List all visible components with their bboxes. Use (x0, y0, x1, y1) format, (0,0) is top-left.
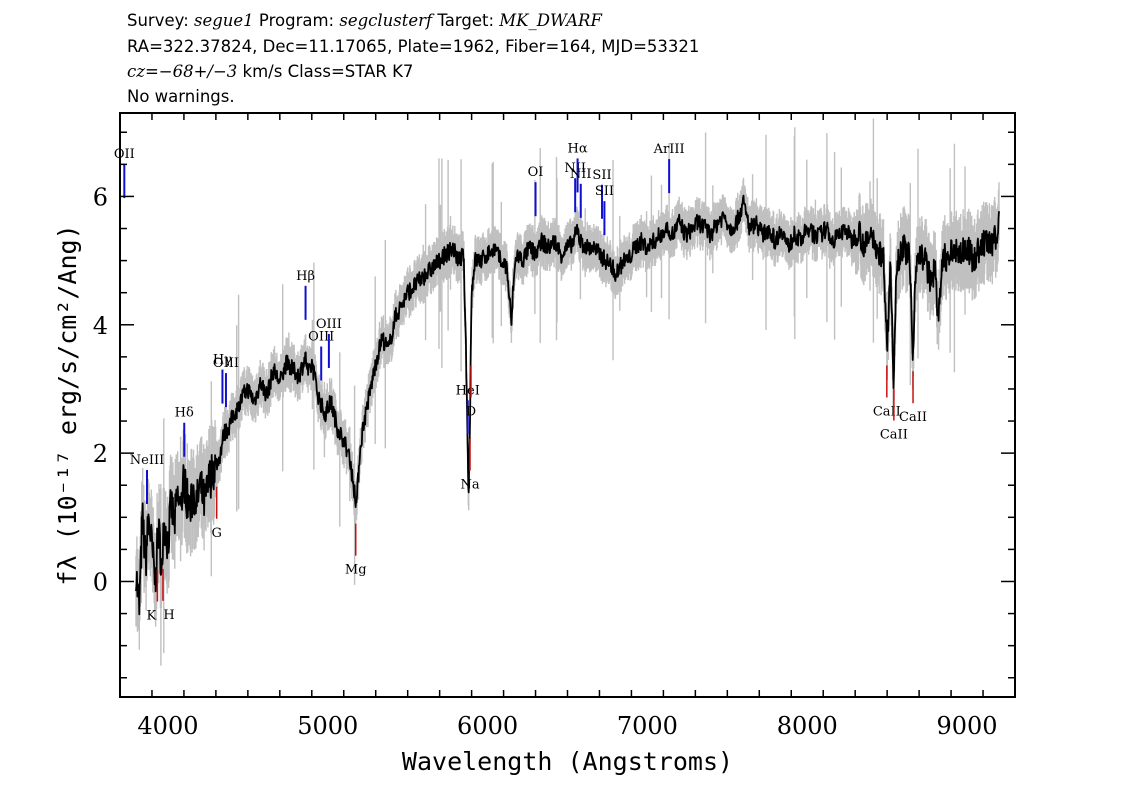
x-tick-label: 7000 (617, 712, 678, 740)
y-tick-label: 6 (93, 183, 108, 211)
emission-line-label: NII (564, 161, 586, 176)
axis-ticks: 4000 5000 6000 7000 8000 9000 0 2 4 6 (93, 113, 1016, 740)
header-line-4: No warnings. (127, 87, 235, 106)
flux-series (135, 194, 1000, 616)
program-value: segclusterf (339, 11, 433, 30)
absorption-line-label: CaII (880, 428, 908, 443)
absorption-line-label: H (163, 608, 174, 623)
x-tick-label: 4000 (137, 712, 198, 740)
emission-line-label: NII (570, 167, 592, 182)
emission-line-label: NeIII (130, 453, 164, 468)
emission-line-label: Hβ (296, 269, 315, 284)
program-label: Program: (253, 11, 340, 30)
emission-line-label: OIII (316, 317, 342, 332)
emission-line-label: SII (595, 184, 614, 199)
emission-line-label: HeI (456, 383, 480, 398)
header-line-3: cz=−68+/−3 km/s Class=STAR K7 (127, 63, 413, 81)
class-text: km/s Class=STAR K7 (237, 62, 414, 81)
emission-line-label: Hα (568, 141, 588, 156)
emission-line-label: Hγ (213, 353, 232, 368)
emission-line-label: OIII (308, 330, 334, 345)
y-tick-label: 4 (93, 312, 108, 340)
header-line-2: RA=322.37824, Dec=11.17065, Plate=1962, … (127, 37, 700, 56)
emission-line-label: Hδ (175, 406, 194, 421)
y-tick-label: 0 (93, 568, 108, 596)
survey-label: Survey: (127, 11, 194, 30)
absorption-line-label: Na (460, 478, 479, 493)
survey-value: segue1 (194, 11, 254, 30)
x-tick-label: 9000 (937, 712, 998, 740)
cz-label: cz (127, 62, 145, 81)
emission-line-label: OI (528, 165, 544, 180)
x-tick-label: 5000 (297, 712, 358, 740)
emission-line-label: OIII (213, 356, 239, 371)
x-axis-title: Wavelength (Angstroms) (402, 747, 733, 776)
absorption-line-label: Mg (345, 563, 367, 578)
absorption-line-label: CaII (899, 410, 927, 425)
target-label: Target: (432, 11, 500, 30)
absorption-line-label: G (211, 526, 221, 541)
absorption-line-label: CaII (873, 404, 901, 419)
absorption-line-label: D (466, 404, 476, 419)
header-line-1: Survey: segue1 Program: segclusterf Targ… (127, 12, 602, 30)
y-tick-label: 2 (93, 440, 108, 468)
emission-line-label: SII (592, 168, 611, 183)
y-axis-title: fλ (10⁻¹⁷ erg/s/cm²/Ang) (53, 224, 82, 585)
emission-line-label: ArIII (653, 142, 685, 157)
emission-line-label: OII (114, 147, 135, 162)
target-value: MK_DWARF (499, 11, 602, 30)
absorption-line-label: K (147, 609, 157, 624)
x-tick-label: 8000 (777, 712, 838, 740)
flux-line (135, 194, 1000, 616)
cz-value: =−68+/−3 (144, 62, 238, 81)
x-tick-label: 6000 (457, 712, 518, 740)
